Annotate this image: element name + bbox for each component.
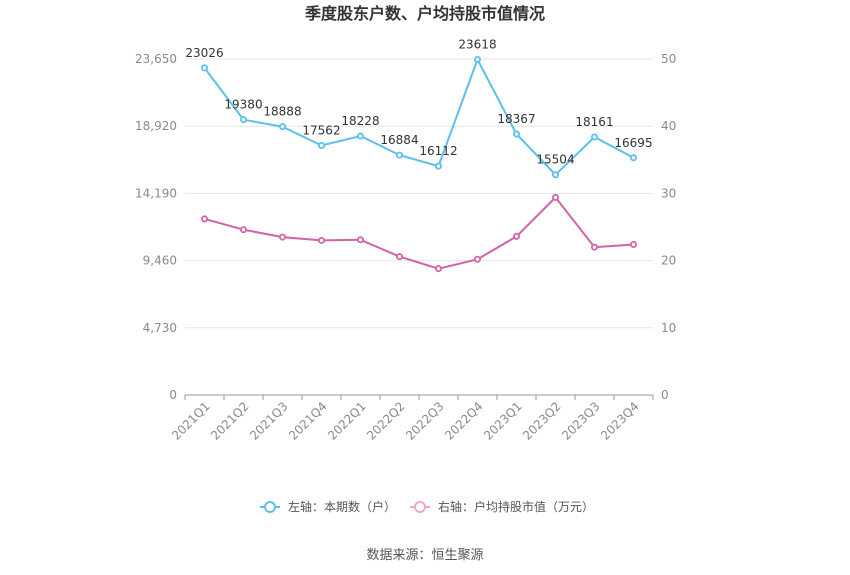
x-tick-label: 2021Q3 <box>247 399 291 443</box>
data-point[interactable] <box>473 55 481 63</box>
right-tick-label: 10 <box>661 321 676 335</box>
data-point[interactable] <box>356 236 364 244</box>
data-label: 18367 <box>497 112 535 126</box>
data-point[interactable] <box>630 240 638 248</box>
data-label: 16884 <box>380 133 418 147</box>
data-label: 23618 <box>458 37 496 51</box>
x-tick-label: 2022Q1 <box>325 399 369 443</box>
data-label: 18161 <box>575 115 613 129</box>
legend-label-left: 左轴：本期数（户） <box>288 499 396 514</box>
x-tick-label: 2023Q2 <box>520 399 564 443</box>
left-tick-label: 14,190 <box>135 186 177 200</box>
right-tick-label: 40 <box>661 119 676 133</box>
data-point[interactable] <box>434 265 442 273</box>
data-point[interactable] <box>200 215 208 223</box>
right-axis: 0 10 20 30 40 50 <box>661 52 676 402</box>
x-tick-label: 2021Q1 <box>169 399 213 443</box>
right-tick-label: 20 <box>661 254 676 268</box>
data-label: 16695 <box>614 136 652 150</box>
left-axis: 0 4,730 9,460 14,190 18,920 23,650 <box>135 52 177 402</box>
x-tick-label: 2021Q2 <box>208 399 252 443</box>
data-label: 19380 <box>224 98 262 112</box>
legend-marker-left <box>264 501 276 513</box>
x-tick-label: 2022Q4 <box>442 399 486 443</box>
data-label: 23026 <box>185 46 223 60</box>
left-tick-label: 9,460 <box>143 254 177 268</box>
data-point[interactable] <box>473 255 481 263</box>
data-label: 15504 <box>536 153 574 167</box>
data-point[interactable] <box>395 253 403 261</box>
data-point[interactable] <box>552 193 560 201</box>
data-point[interactable] <box>278 233 286 241</box>
series-line-left <box>203 57 634 177</box>
data-point[interactable] <box>278 123 286 131</box>
data-point[interactable] <box>395 151 403 159</box>
right-tick-label: 0 <box>661 388 669 402</box>
data-point[interactable] <box>434 162 442 170</box>
data-point[interactable] <box>591 243 599 251</box>
legend-item-left[interactable]: 左轴：本期数（户） <box>260 499 396 514</box>
left-tick-label: 0 <box>169 388 177 402</box>
legend-item-right[interactable]: 右轴：户均持股市值（万元） <box>410 499 594 514</box>
x-axis: 2021Q12021Q22021Q32021Q42022Q12022Q22022… <box>169 394 654 443</box>
right-tick-label: 50 <box>661 52 676 66</box>
data-point[interactable] <box>239 226 247 234</box>
data-label: 18888 <box>263 105 301 119</box>
data-point[interactable] <box>356 132 364 140</box>
data-point[interactable] <box>513 232 521 240</box>
x-tick-label: 2021Q4 <box>286 399 330 443</box>
legend-label-right: 右轴：户均持股市值（万元） <box>438 499 594 514</box>
data-point[interactable] <box>630 154 638 162</box>
legend-marker-right <box>414 501 426 513</box>
series-line-right <box>204 195 634 270</box>
data-point[interactable] <box>513 130 521 138</box>
data-label: 16112 <box>419 144 457 158</box>
data-label: 18228 <box>341 114 379 128</box>
x-tick-label: 2023Q1 <box>481 399 525 443</box>
data-point[interactable] <box>239 116 247 124</box>
right-tick-label: 30 <box>661 186 676 200</box>
data-point[interactable] <box>591 133 599 141</box>
left-tick-label: 4,730 <box>143 321 177 335</box>
data-source: 数据来源：恒生聚源 <box>366 548 483 563</box>
left-tick-label: 23,650 <box>135 52 177 66</box>
data-label: 17562 <box>302 123 340 137</box>
grid <box>185 58 653 329</box>
x-tick-label: 2023Q4 <box>598 399 642 443</box>
data-point[interactable] <box>317 141 325 149</box>
data-point[interactable] <box>317 236 325 244</box>
left-tick-label: 18,920 <box>135 119 177 133</box>
x-tick-label: 2022Q2 <box>364 399 408 443</box>
data-point[interactable] <box>200 64 208 72</box>
legend: 左轴：本期数（户） 右轴：户均持股市值（万元） <box>260 499 594 514</box>
x-tick-label: 2023Q3 <box>559 399 603 443</box>
x-tick-label: 2022Q3 <box>403 399 447 443</box>
data-point[interactable] <box>552 171 560 179</box>
chart-title: 季度股东户数、户均持股市值情况 <box>304 4 545 23</box>
